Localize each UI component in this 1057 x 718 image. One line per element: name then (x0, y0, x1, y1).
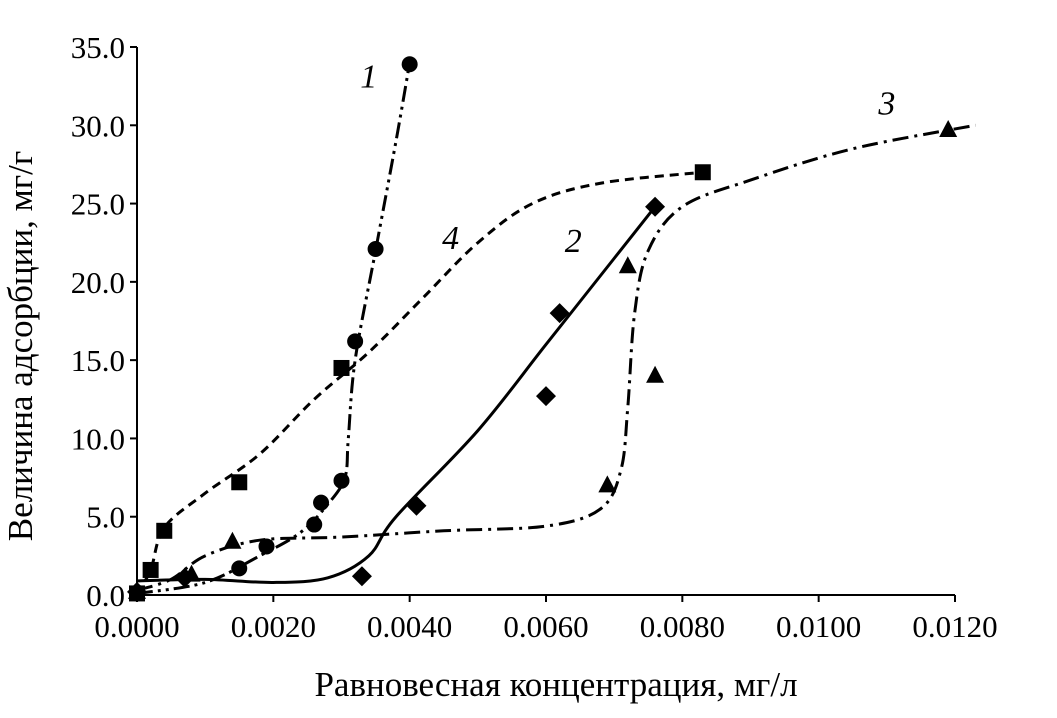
y-tick-label: 20.0 (71, 265, 125, 300)
point-series-3-triangle (646, 365, 665, 383)
y-tick-label: 25.0 (71, 187, 125, 222)
curve-label-4: 4 (442, 220, 459, 257)
point-series-1-circle (258, 538, 275, 555)
point-series-2-diamond (351, 566, 372, 587)
point-series-4-square (156, 522, 173, 539)
point-series-4-square (694, 164, 711, 181)
point-series-2-diamond (549, 303, 570, 324)
curve-series-2 (136, 205, 657, 584)
x-tick-label: 0.0000 (94, 609, 179, 644)
curve-series-3 (136, 123, 976, 592)
point-series-1-circle (313, 494, 330, 511)
x-tick-label: 0.0040 (367, 609, 452, 644)
curve-series-4 (135, 170, 703, 595)
y-tick-label: 30.0 (71, 108, 125, 143)
x-tick-label: 0.0100 (776, 609, 861, 644)
point-series-1-circle (333, 472, 350, 489)
y-axis-title: Величина адсорбции, мг/г (1, 151, 40, 541)
point-series-1-circle (306, 516, 323, 533)
point-series-3-triangle (182, 564, 201, 582)
point-series-1-circle (367, 240, 384, 257)
point-series-4-square (333, 359, 350, 376)
x-tick-label: 0.0120 (912, 609, 997, 644)
curve-labels: 1 2 3 4 (360, 59, 895, 260)
data-points (127, 56, 958, 602)
y-tick-label: 10.0 (71, 421, 125, 456)
x-tick-label: 0.0020 (231, 609, 316, 644)
curve-label-2: 2 (565, 223, 582, 260)
fitted-curves (135, 62, 976, 595)
point-series-1-circle (401, 56, 418, 73)
tick-marks (130, 46, 956, 602)
point-series-3-triangle (939, 119, 958, 137)
y-tick-label: 15.0 (71, 343, 125, 378)
y-tick-label: 5.0 (86, 500, 125, 535)
curve-series-1 (136, 62, 412, 595)
x-tick-label: 0.0060 (503, 609, 588, 644)
point-series-4-square (231, 474, 248, 491)
curve-label-1: 1 (360, 59, 377, 96)
point-series-3-triangle (618, 256, 637, 274)
point-series-4-square (129, 585, 145, 602)
point-series-4-square (142, 561, 159, 578)
point-series-2-diamond (645, 196, 666, 217)
curve-label-3: 3 (877, 85, 895, 122)
y-tick-label: 35.0 (71, 30, 125, 65)
y-tick-label: 0.0 (86, 578, 125, 613)
point-series-1-circle (231, 560, 248, 577)
point-series-2-diamond (536, 386, 556, 407)
point-series-1-circle (347, 333, 364, 350)
point-series-2-diamond (406, 495, 427, 516)
x-axis-title: Равновесная концентрация, мг/л (314, 665, 797, 704)
point-series-3-triangle (598, 475, 617, 493)
axes (136, 47, 955, 596)
x-tick-label: 0.0080 (640, 609, 725, 644)
point-series-3-triangle (223, 531, 242, 549)
